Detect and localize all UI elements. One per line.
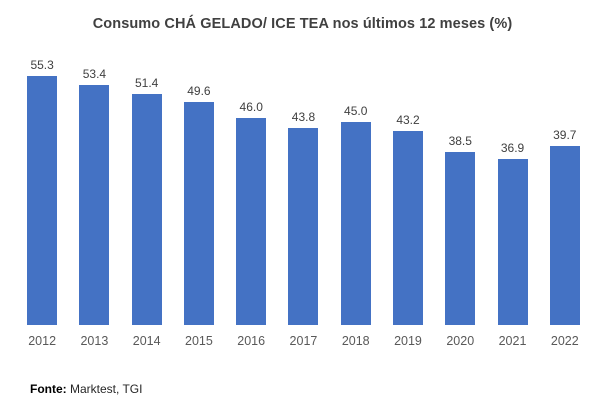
x-axis-label: 2020 bbox=[446, 334, 475, 348]
bar-value-label: 38.5 bbox=[448, 134, 472, 148]
bar bbox=[445, 152, 476, 325]
x-axis-label: 2019 bbox=[394, 334, 422, 348]
bar-value-label: 36.9 bbox=[500, 141, 525, 155]
chart-title: Consumo CHÁ GELADO/ ICE TEA nos últimos … bbox=[92, 16, 513, 32]
x-axis: 2012 2013 2014 2015 2016 2017 2018 2019 … bbox=[16, 334, 591, 348]
bar-value-label: 49.6 bbox=[187, 84, 211, 98]
x-axis-label: 2021 bbox=[498, 334, 527, 348]
bar bbox=[27, 76, 58, 325]
bar-value-label: 45.0 bbox=[344, 104, 368, 118]
bar bbox=[340, 122, 371, 325]
bar-value-label: 55.3 bbox=[30, 58, 54, 72]
bar-column: 45.0 bbox=[330, 104, 382, 325]
x-axis-label: 2022 bbox=[550, 334, 579, 348]
bar-column: 46.0 bbox=[225, 100, 277, 325]
bar-value-label: 46.0 bbox=[239, 100, 263, 114]
source-label: Fonte: bbox=[30, 382, 67, 396]
source-text: Marktest, TGI bbox=[66, 382, 143, 396]
bar-value-label: 43.2 bbox=[396, 113, 420, 127]
bar-value-label: 51.4 bbox=[134, 76, 159, 90]
bar bbox=[131, 94, 162, 325]
bar-column: 51.4 bbox=[121, 76, 173, 325]
bar-column: 53.4 bbox=[68, 67, 120, 325]
bar-column: 36.9 bbox=[486, 141, 538, 325]
x-axis-label: 2012 bbox=[28, 334, 57, 348]
bar-column: 43.8 bbox=[277, 110, 329, 325]
bar bbox=[497, 159, 528, 325]
bar-value-label: 43.8 bbox=[291, 110, 316, 124]
bar bbox=[549, 146, 580, 325]
bar-column: 38.5 bbox=[434, 134, 486, 325]
bar bbox=[236, 118, 267, 325]
bar-value-label: 53.4 bbox=[82, 67, 107, 81]
x-axis-label: 2014 bbox=[132, 334, 161, 348]
plot-area: 55.3 53.4 51.4 49.6 46.0 43.8 45.0 43.2 … bbox=[16, 55, 591, 325]
bar-column: 49.6 bbox=[173, 84, 225, 325]
x-axis-label: 2016 bbox=[237, 334, 266, 348]
source-note: Fonte: Marktest, TGI bbox=[30, 382, 142, 396]
bar bbox=[288, 128, 319, 325]
bar-column: 43.2 bbox=[382, 113, 434, 325]
bar-column: 39.7 bbox=[539, 128, 591, 325]
bar bbox=[392, 131, 423, 325]
x-axis-label: 2013 bbox=[80, 334, 109, 348]
bar-column: 55.3 bbox=[16, 58, 68, 325]
x-axis-label: 2015 bbox=[185, 334, 213, 348]
bar bbox=[79, 85, 110, 325]
x-axis-label: 2017 bbox=[289, 334, 318, 348]
x-axis-label: 2018 bbox=[341, 334, 370, 348]
bar-value-label: 39.7 bbox=[553, 128, 577, 142]
bar bbox=[183, 102, 214, 325]
